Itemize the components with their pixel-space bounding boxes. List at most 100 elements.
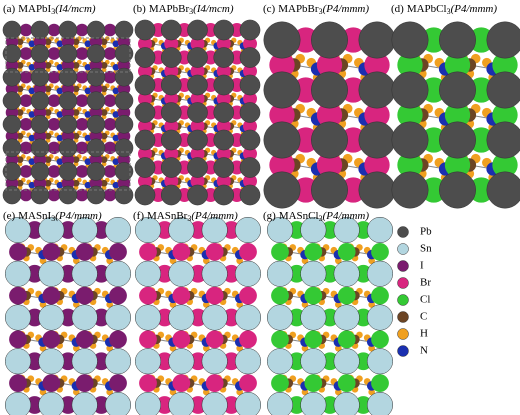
atom — [134, 157, 156, 178]
atom — [72, 156, 80, 163]
atom — [239, 374, 257, 393]
atom — [112, 134, 120, 142]
atom — [47, 188, 61, 202]
atom — [164, 36, 179, 51]
formula: MASnBr — [147, 210, 188, 222]
atom — [205, 374, 224, 393]
atom — [333, 260, 360, 287]
atom — [160, 102, 182, 123]
atom — [486, 121, 520, 159]
atom — [300, 348, 327, 375]
atom — [104, 260, 132, 287]
atom — [358, 21, 396, 59]
atom — [337, 374, 356, 393]
atom — [234, 348, 262, 375]
atom — [72, 62, 80, 69]
atom — [134, 348, 162, 375]
atom — [358, 71, 396, 109]
atom — [190, 146, 205, 161]
atom — [30, 44, 50, 63]
atom — [164, 146, 179, 161]
atom — [39, 388, 47, 396]
panel-label: (f) — [133, 210, 144, 222]
atom — [44, 132, 52, 140]
atom — [56, 134, 64, 142]
atom — [187, 129, 208, 151]
atom — [38, 216, 65, 244]
atom — [190, 36, 205, 51]
atom — [17, 138, 23, 143]
atom — [160, 157, 182, 178]
atom — [86, 20, 106, 40]
atom — [17, 90, 23, 96]
atom — [216, 174, 231, 189]
atom — [187, 157, 208, 178]
atom — [316, 152, 343, 178]
atom — [19, 118, 33, 131]
atom — [56, 40, 64, 48]
atom — [243, 36, 257, 51]
crystal-structure — [391, 21, 520, 209]
atom — [103, 141, 117, 155]
atom — [30, 162, 50, 181]
atom — [84, 158, 92, 165]
atom — [301, 388, 309, 396]
subscript: 3 — [319, 7, 323, 16]
panel-caption: (d) MAPbCl3(P4/mmm) — [391, 3, 497, 16]
crystal-structure — [134, 216, 262, 415]
legend-swatch — [397, 260, 409, 272]
atom — [316, 102, 343, 128]
atom — [16, 132, 24, 140]
atom — [243, 64, 257, 79]
atom — [84, 111, 92, 118]
atom — [38, 391, 65, 415]
atom — [486, 71, 520, 109]
atom — [28, 111, 36, 118]
atom — [75, 141, 89, 155]
atom — [300, 304, 327, 331]
atom — [239, 157, 261, 178]
atom — [269, 102, 295, 128]
atom — [486, 21, 520, 59]
atom — [75, 242, 94, 261]
atom — [486, 171, 520, 209]
atom — [391, 21, 429, 59]
atom — [114, 115, 134, 134]
atom — [271, 286, 289, 305]
atom — [2, 115, 22, 134]
atom — [45, 185, 51, 190]
atom — [234, 391, 262, 415]
panel-label: (d) — [391, 3, 404, 15]
atom — [100, 85, 108, 93]
atom — [444, 152, 471, 178]
atom — [47, 70, 61, 84]
atom — [340, 77, 366, 103]
atom — [38, 260, 65, 287]
crystal-structure — [4, 216, 132, 415]
atom — [168, 260, 195, 287]
atom — [164, 119, 179, 134]
atom — [73, 67, 79, 73]
atom — [56, 111, 64, 118]
atom — [300, 260, 327, 287]
atom — [2, 162, 22, 181]
atom — [28, 63, 36, 71]
atom — [9, 330, 27, 349]
atom — [266, 348, 294, 375]
atom — [17, 185, 23, 190]
atom — [2, 67, 22, 87]
legend-swatch — [397, 243, 409, 255]
legend-label: H — [420, 328, 428, 340]
atom — [364, 52, 390, 78]
atom — [56, 181, 64, 189]
atom — [213, 74, 235, 96]
atom — [366, 304, 394, 331]
atom — [38, 304, 65, 331]
atom — [169, 388, 177, 396]
atom — [139, 242, 157, 261]
atom — [239, 129, 261, 151]
atom — [391, 71, 429, 109]
atom — [101, 90, 107, 96]
atom — [243, 146, 257, 161]
atom — [468, 27, 494, 53]
